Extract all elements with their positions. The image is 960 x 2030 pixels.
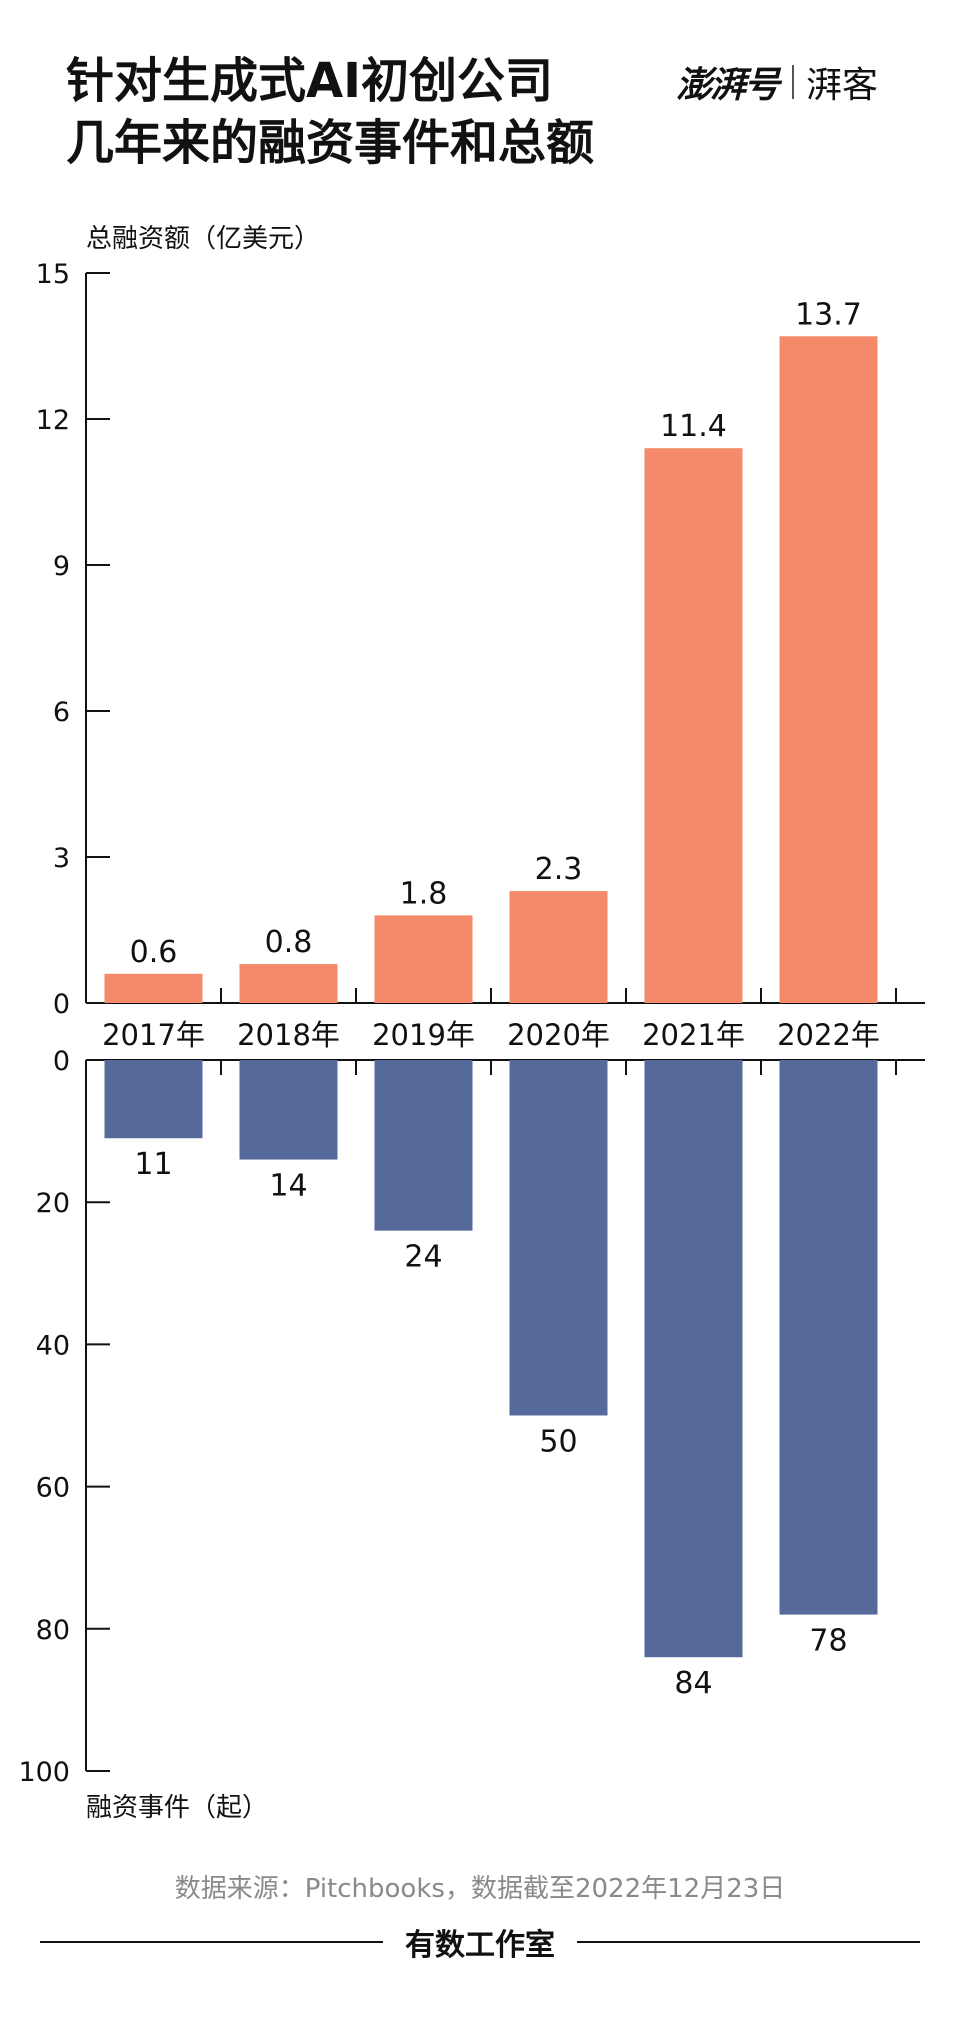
y-tick-label-events: 100 (18, 1757, 70, 1788)
data-source-note: 数据来源：Pitchbooks，数据截至2022年12月23日 (174, 1874, 786, 1904)
bar-events (509, 1060, 608, 1416)
data-label-events: 78 (809, 1624, 847, 1659)
y-tick-label-amount: 9 (53, 551, 70, 582)
bar-events (104, 1060, 203, 1139)
bar-amount (374, 915, 473, 1003)
y-tick-label-amount: 15 (36, 259, 70, 290)
y-tick-label-events: 60 (36, 1473, 70, 1504)
x-category-label: 2018年 (237, 1018, 340, 1052)
data-label-amount: 0.8 (265, 925, 313, 960)
bar-events (779, 1060, 878, 1615)
data-label-events: 24 (404, 1240, 442, 1275)
y-tick-label-events: 40 (36, 1330, 70, 1361)
bar-amount (779, 336, 878, 1003)
studio-name: 有数工作室 (405, 1928, 555, 1963)
x-category-label: 2017年 (102, 1018, 205, 1052)
data-label-amount: 11.4 (660, 409, 727, 444)
y-tick-label-amount: 12 (36, 405, 70, 436)
bar-events (644, 1060, 743, 1658)
x-category-label: 2020年 (507, 1018, 610, 1052)
y-tick-label-amount: 3 (53, 843, 70, 874)
data-label-events: 14 (269, 1169, 307, 1204)
bar-amount (644, 448, 743, 1003)
footer-rule-right (577, 1941, 920, 1943)
brand-sub-text: 湃客 (806, 65, 879, 106)
funding-chart: 总融资额（亿美元） 融资事件（起） 0 3 6 9 12 15 0 20 40 60 80 100 0.6 1… (18, 224, 925, 1823)
data-label-amount: 13.7 (795, 297, 862, 332)
x-category-label: 2021年 (642, 1018, 745, 1052)
y-tick-label-amount: 0 (53, 989, 70, 1020)
brand-logo: 澎湃号 湃客 (676, 54, 878, 110)
footer-rule-left (40, 1941, 383, 1943)
chart-title: 针对生成式AI初创公司 几年来的融资事件和总额 (66, 50, 594, 174)
brand-main-text: 澎湃号 (676, 65, 780, 106)
bar-events (239, 1060, 338, 1160)
data-label-amount: 2.3 (535, 852, 583, 887)
y-tick-label-events: 80 (36, 1615, 70, 1646)
y-tick-label-events: 20 (36, 1188, 70, 1219)
x-category-label: 2019年 (372, 1018, 475, 1052)
data-label-events: 84 (674, 1666, 712, 1701)
y-axis-title-events: 融资事件（起） (86, 1793, 268, 1823)
chart-title-line-2: 几年来的融资事件和总额 (66, 115, 595, 171)
bar-amount (104, 973, 203, 1003)
y-tick-label-amount: 6 (53, 697, 70, 728)
bar-amount (239, 964, 338, 1003)
data-label-amount: 0.6 (130, 935, 178, 970)
data-label-events: 11 (134, 1147, 172, 1182)
brand-divider (792, 65, 795, 99)
footer-credit: 有数工作室 (40, 1922, 920, 1963)
bar-amount (509, 891, 608, 1003)
data-label-amount: 1.8 (400, 876, 448, 911)
chart-title-line-1: 针对生成式AI初创公司 (66, 53, 554, 109)
y-tick-label-events: 0 (53, 1046, 70, 1077)
y-axis-title-amount: 总融资额（亿美元） (86, 224, 320, 254)
x-category-label: 2022年 (777, 1018, 880, 1052)
data-label-events: 50 (539, 1425, 577, 1460)
bar-events (374, 1060, 473, 1231)
